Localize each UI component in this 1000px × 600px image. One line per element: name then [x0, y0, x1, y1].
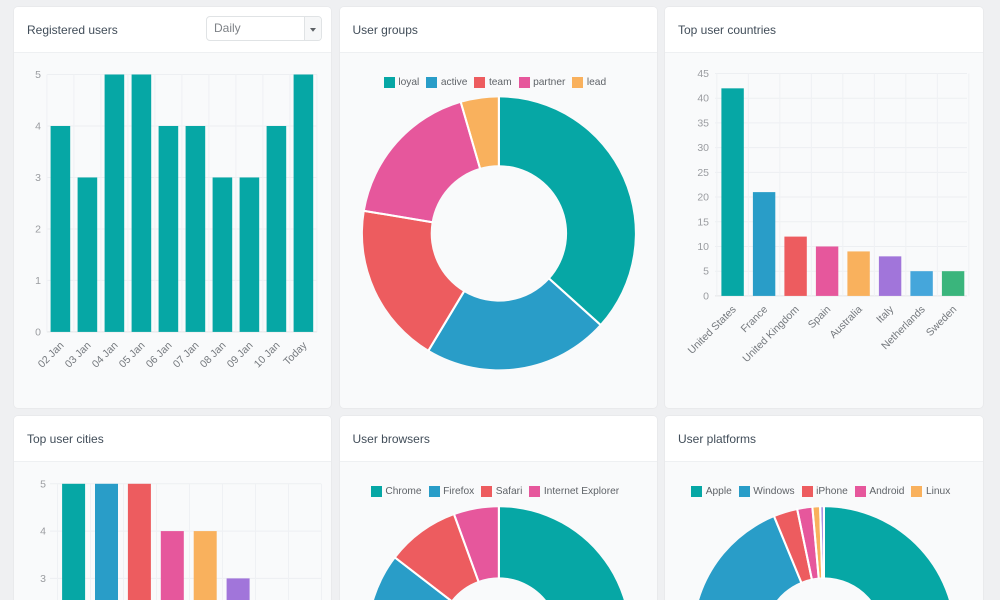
- svg-text:30: 30: [697, 142, 709, 154]
- svg-text:06 Jan: 06 Jan: [144, 339, 175, 370]
- svg-text:Sweden: Sweden: [924, 303, 959, 338]
- svg-text:1: 1: [35, 275, 41, 287]
- svg-text:35: 35: [697, 117, 709, 129]
- svg-text:08 Jan: 08 Jan: [198, 339, 229, 370]
- svg-text:0: 0: [35, 326, 41, 338]
- svg-text:Australia: Australia: [827, 303, 864, 340]
- svg-text:09 Jan: 09 Jan: [225, 339, 256, 370]
- svg-text:4: 4: [40, 526, 46, 538]
- svg-text:20: 20: [697, 192, 709, 204]
- svg-text:07 Jan: 07 Jan: [171, 339, 202, 370]
- svg-text:45: 45: [697, 68, 709, 80]
- svg-text:3: 3: [35, 172, 41, 184]
- svg-text:0: 0: [703, 290, 709, 302]
- svg-text:15: 15: [697, 216, 709, 228]
- svg-text:5: 5: [35, 69, 41, 81]
- svg-text:Today: Today: [281, 339, 310, 368]
- svg-text:02 Jan: 02 Jan: [36, 339, 67, 370]
- svg-text:United States: United States: [686, 304, 739, 357]
- svg-text:2: 2: [35, 223, 41, 235]
- svg-text:10 Jan: 10 Jan: [252, 339, 283, 370]
- svg-text:3: 3: [40, 573, 46, 585]
- svg-text:10: 10: [697, 241, 709, 253]
- svg-text:25: 25: [697, 167, 709, 179]
- svg-text:Italy: Italy: [874, 303, 897, 326]
- svg-text:5: 5: [703, 266, 709, 278]
- svg-text:03 Jan: 03 Jan: [63, 339, 94, 370]
- svg-text:4: 4: [35, 120, 41, 132]
- svg-text:05 Jan: 05 Jan: [117, 339, 148, 370]
- svg-text:United Kingdom: United Kingdom: [740, 303, 801, 364]
- svg-text:40: 40: [697, 93, 709, 105]
- svg-text:04 Jan: 04 Jan: [90, 339, 121, 370]
- svg-text:Spain: Spain: [806, 303, 834, 331]
- svg-text:5: 5: [40, 478, 46, 490]
